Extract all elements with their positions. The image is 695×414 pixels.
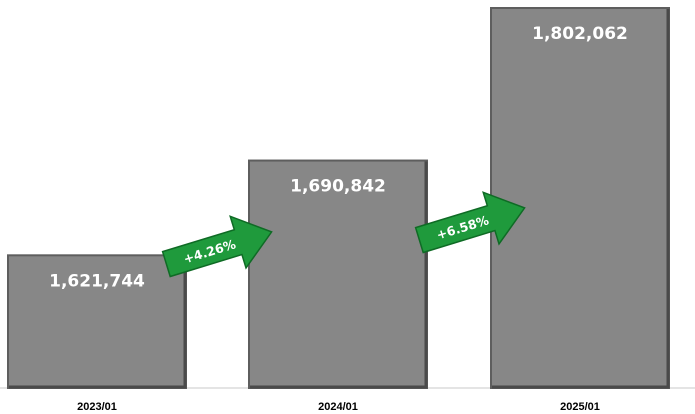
growth-arrow-shape xyxy=(414,191,526,254)
x-tick-label: 2023/01 xyxy=(77,401,117,413)
growth-arrow-shape xyxy=(161,215,273,278)
bar-bevel xyxy=(9,256,187,389)
bar-rect xyxy=(490,7,670,389)
value-label: 1,621,744 xyxy=(49,271,145,291)
bar-2025-01 xyxy=(490,7,670,389)
labels-layer: 1,621,744 2023/01 1,690,842 2024/01 1,802,06… xyxy=(49,24,628,413)
bars-layer xyxy=(7,7,670,389)
x-tick-label: 2025/01 xyxy=(560,401,600,413)
bar-bevel xyxy=(492,9,670,389)
growth-arrow: +4.26% xyxy=(161,215,273,278)
value-label: 1,690,842 xyxy=(290,177,386,197)
value-label: 1,802,062 xyxy=(532,24,628,44)
bar-2023-01 xyxy=(7,254,187,389)
bar-rect xyxy=(248,159,428,389)
growth-arrows-layer: +4.26%+6.58% xyxy=(161,191,526,278)
bar-2024-01 xyxy=(248,159,428,389)
x-tick-label: 2024/01 xyxy=(318,401,358,413)
